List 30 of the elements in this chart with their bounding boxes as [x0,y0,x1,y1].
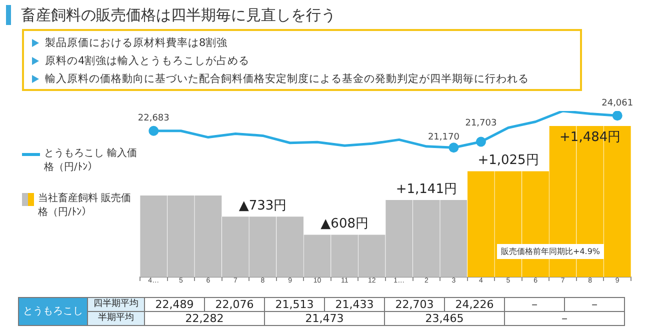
text: － [504,312,624,326]
text: とうもろこし [18,298,88,326]
annotation: ▲733円 [238,198,287,214]
text: 21,473 [264,312,384,326]
text: 22,076 [204,298,264,312]
data-label: 21,703 [465,118,497,129]
text: 22,703 [384,298,444,312]
annotation: 販売価格前年同期比+4.9% [497,244,604,259]
data-label: 22,683 [138,114,170,124]
annotation: +1,141円 [396,182,457,197]
text: 輸入原料の価格動向に基づいた配合飼料価格安定制度による基金の発動判定が四半期毎に行われる [45,72,529,86]
text: 四半期平均 [88,298,144,312]
text: － [564,298,624,312]
data-label: 24,061 [602,98,634,108]
text: 21,433 [324,298,384,312]
legend-label: 当社畜産飼料 販売価格（円/ﾄﾝ） [38,192,132,220]
text: 半期平均 [88,312,144,326]
text: 23,465 [384,312,504,326]
text: 製品原価における原材料費率は8割強 [45,36,228,50]
annotation: ▲608円 [320,216,368,232]
text: 21,513 [264,298,324,312]
text: 原料の4割強は輸入とうもろこしが占める [45,54,250,68]
annotation: +1,025円 [478,153,539,168]
chart-title: 畜産飼料の販売価格は四半期毎に見直しを行う [6,5,336,25]
legend-label: とうもろこし 輸入価格（円/ﾄﾝ） [44,147,138,175]
text: － [504,298,564,312]
text: 22,282 [144,312,264,326]
data-label: 21,170 [428,132,460,142]
text: 24,226 [444,298,504,312]
text: 22,489 [144,298,204,312]
